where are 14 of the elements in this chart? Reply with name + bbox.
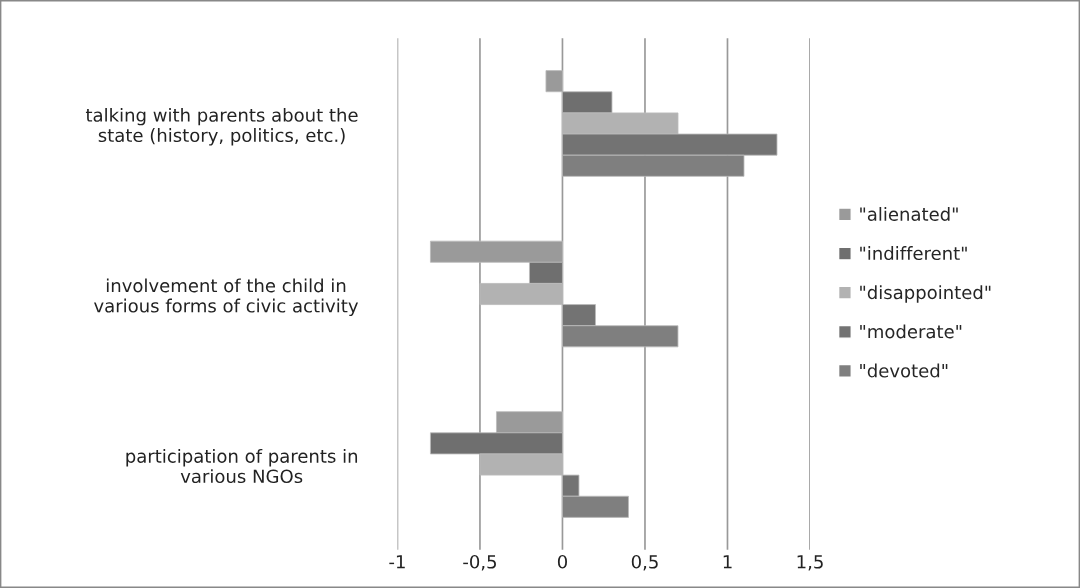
y-tick-label: participation of parents in various NGOs [126, 448, 358, 484]
x-tick-label: 1,5 [797, 555, 823, 571]
x-tick-label: -0,5 [463, 554, 496, 571]
legend-label: "moderate" [860, 324, 962, 339]
y-tick-label: talking with parents about the state (history, politics, etc.) [85, 107, 358, 146]
legend-label: "indifferent" [860, 246, 967, 261]
x-tick-label: 1 [723, 555, 732, 569]
legend-label: "devoted" [860, 363, 948, 378]
legend-label: "alienated" [860, 206, 958, 221]
legend-label: "disappointed" [860, 285, 991, 303]
x-tick-label: 0 [557, 554, 568, 569]
x-tick-label: -1 [389, 555, 405, 569]
y-tick-label: involvement of the child in various forms of civic activity [94, 278, 359, 317]
x-tick-label: 0,5 [631, 554, 658, 571]
